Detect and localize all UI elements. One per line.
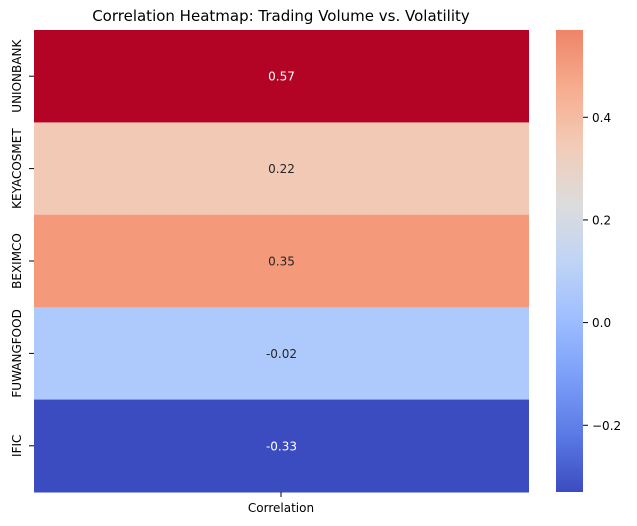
heatmap-cells: 0.57 0.22 0.35 -0.02 -0.33 xyxy=(34,30,529,493)
colorbar: 0.4 0.2 0.0 −0.2 xyxy=(556,30,621,492)
y-tick-label: IFIC xyxy=(10,435,24,457)
x-tick-label: Correlation xyxy=(248,501,314,515)
colorbar-tick-label: 0.4 xyxy=(592,111,611,125)
heatmap-cell xyxy=(34,30,529,123)
chart-title: Correlation Heatmap: Trading Volume vs. … xyxy=(92,7,470,25)
cell-value-label: 0.22 xyxy=(268,162,295,176)
y-tick-label: FUWANGFOOD xyxy=(10,309,24,397)
y-tick-label: KEYACOSMET xyxy=(10,128,24,209)
cell-value-label: 0.57 xyxy=(268,70,295,84)
colorbar-tick-label: 0.2 xyxy=(592,213,611,227)
heatmap-cell xyxy=(34,399,529,493)
heatmap-cell xyxy=(34,214,529,308)
cell-value-label: -0.02 xyxy=(266,347,297,361)
y-tick-label: BEXIMCO xyxy=(10,233,24,289)
heatmap-cell xyxy=(34,122,529,216)
heatmap-cell xyxy=(34,307,529,401)
cell-value-label: -0.33 xyxy=(266,439,297,453)
colorbar-tick-label: −0.2 xyxy=(592,419,621,433)
colorbar-tick-label: 0.0 xyxy=(592,316,611,330)
colorbar-ticks: 0.4 0.2 0.0 −0.2 xyxy=(583,111,621,433)
row-labels: UNIONBANK KEYACOSMET BEXIMCO FUWANGFOOD IFIC xyxy=(10,39,34,457)
cell-value-label: 0.35 xyxy=(268,255,295,269)
colorbar-gradient xyxy=(556,30,583,492)
y-tick-label: UNIONBANK xyxy=(10,39,24,113)
x-axis: Correlation xyxy=(248,492,314,515)
